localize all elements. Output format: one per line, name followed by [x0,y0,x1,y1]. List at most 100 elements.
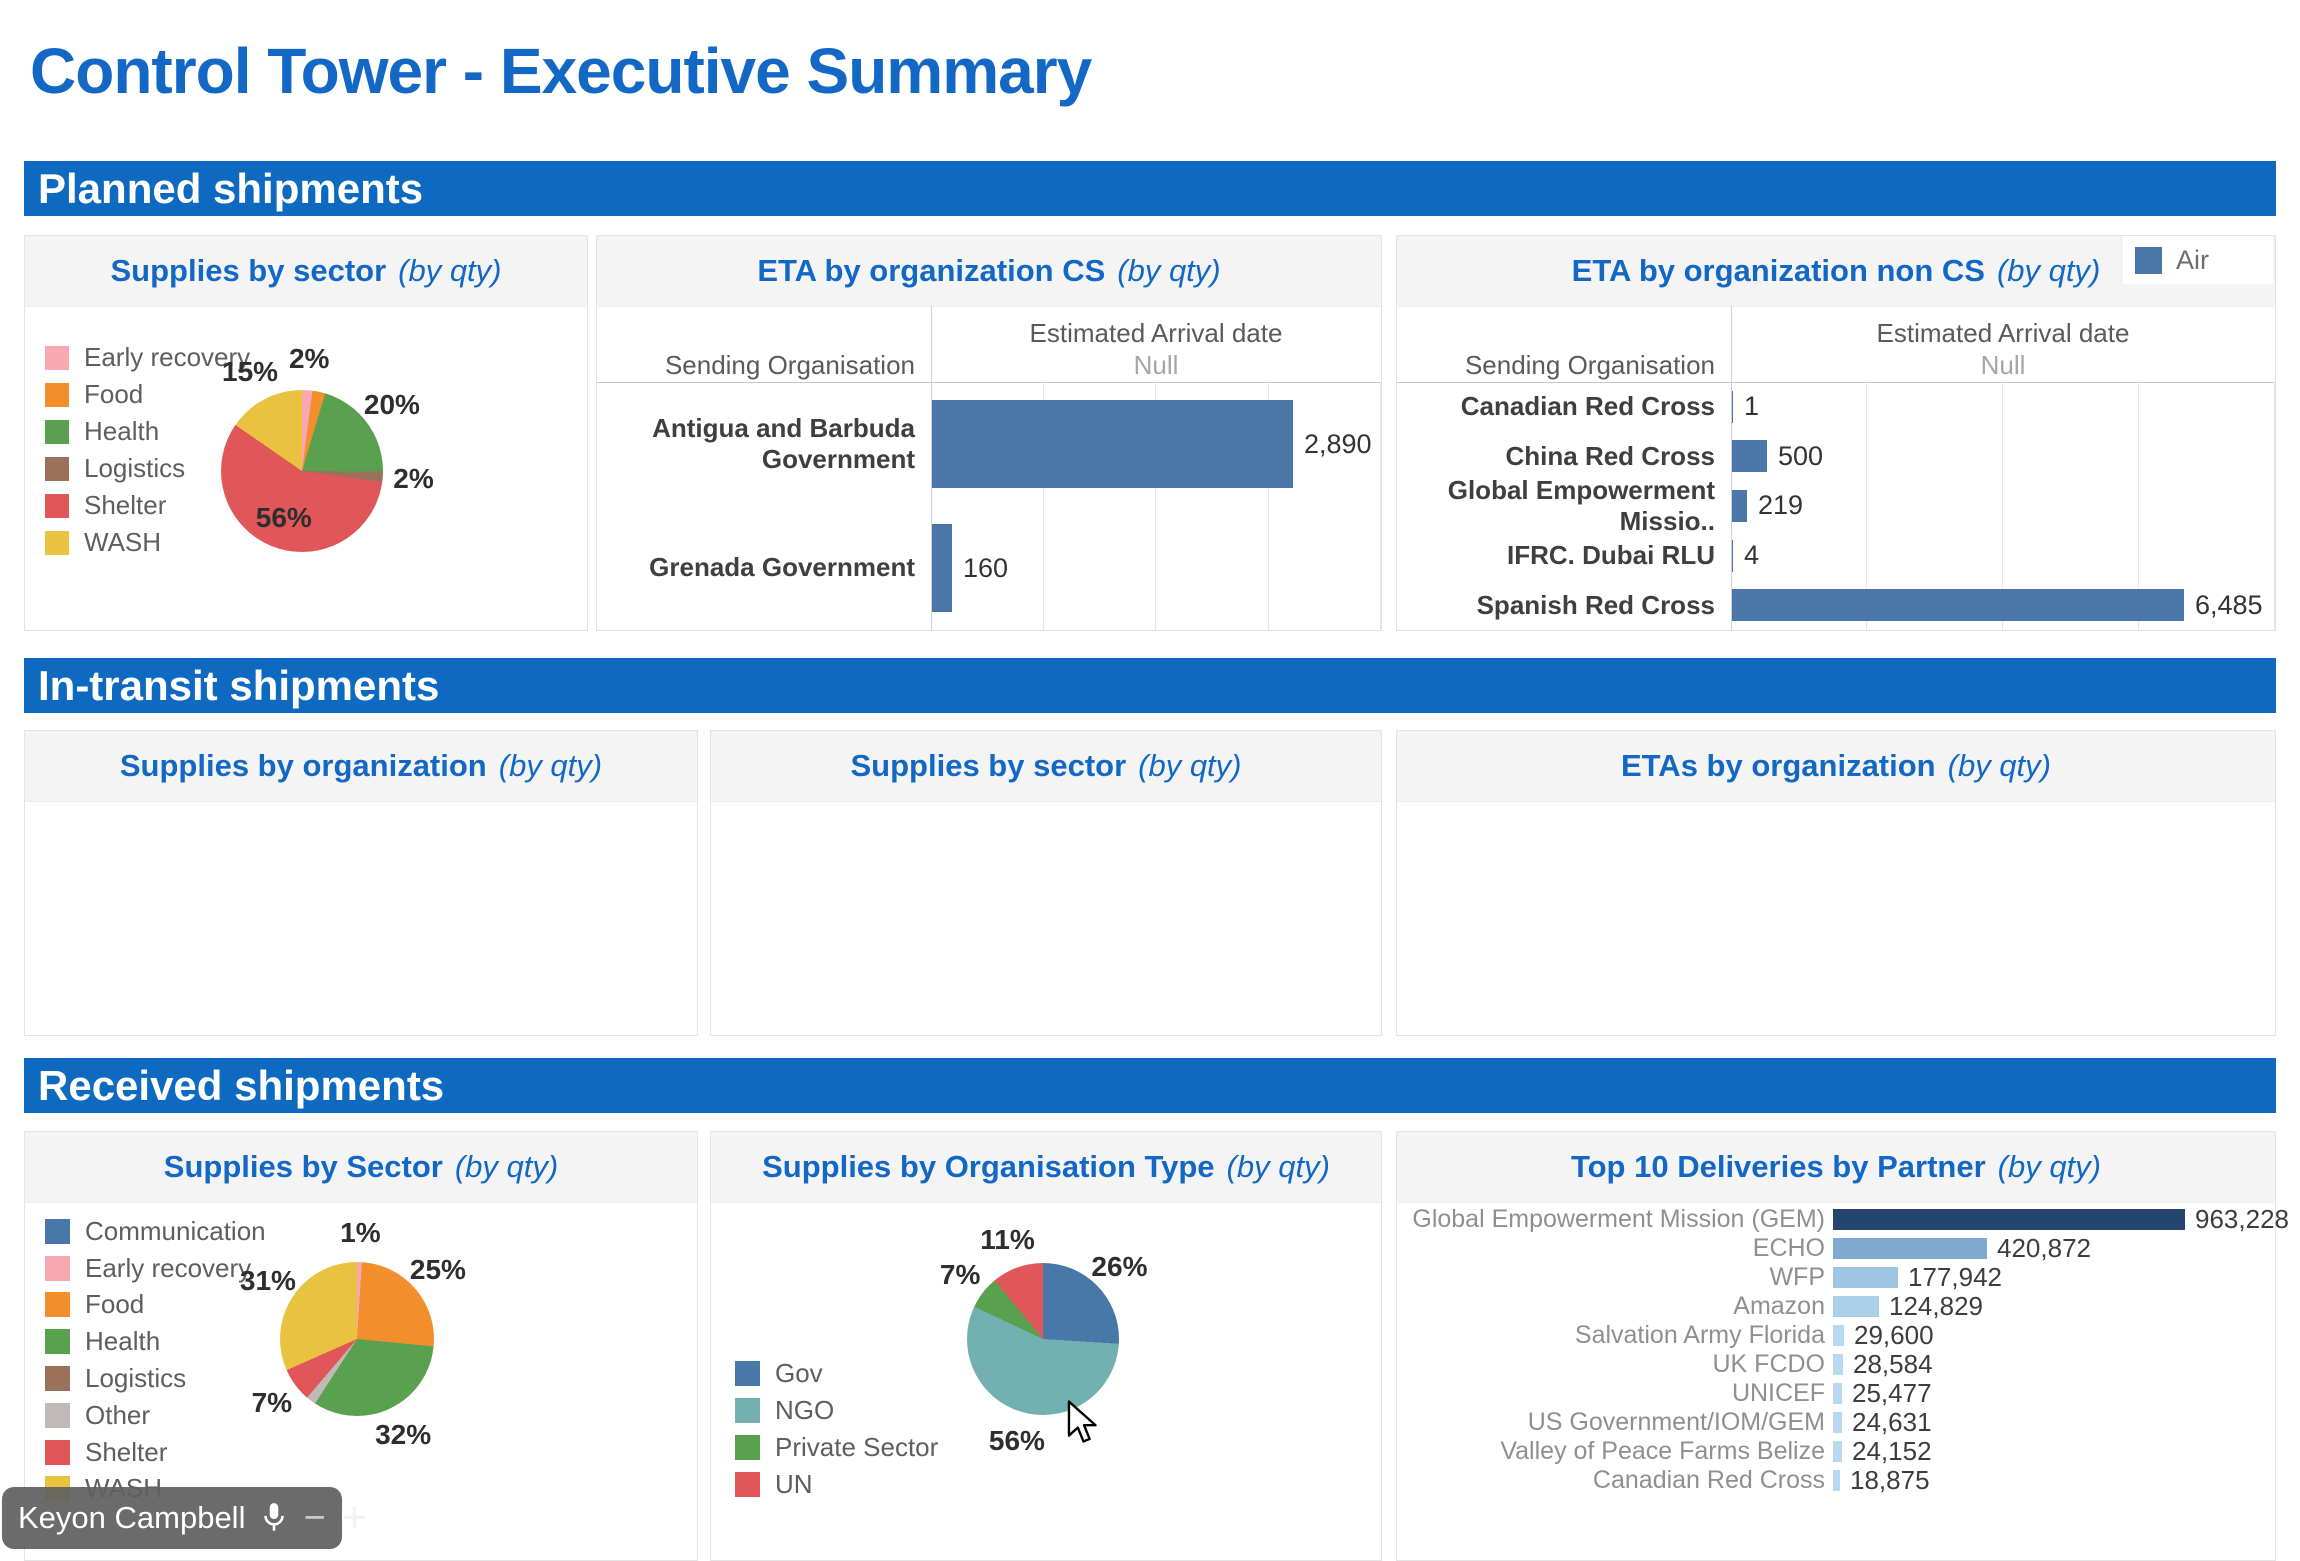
bar-china-red-cross[interactable] [1732,440,1767,473]
bar-valley-of-peace-farms-belize[interactable] [1833,1441,1842,1462]
legend-swatch [735,1398,760,1423]
section-banner-received: Received shipments [24,1058,2276,1113]
legend-label: Communication [85,1215,266,1246]
legend-swatch [735,1472,760,1497]
bar-canadian-red-cross[interactable] [1732,390,1733,423]
bar-label-us-government-iom-gem: US Government/IOM/GEM [1527,1408,1825,1436]
chart-area-empty [1397,801,2275,1035]
legend-item-communication[interactable]: Communication [45,1213,266,1250]
bar-uk-fcdo[interactable] [1833,1354,1843,1375]
air-legend-label[interactable]: Air [2176,244,2209,275]
legend-swatch [735,1361,760,1386]
legend-label: Food [85,1289,145,1320]
panel-title: Supplies by Sector (by qty) [25,1132,697,1203]
legend-item-health[interactable]: Health [45,1323,266,1360]
bar-label-echo: ECHO [1752,1234,1825,1262]
legend-item-food[interactable]: Food [45,1287,266,1324]
bar-us-government-iom-gem[interactable] [1833,1412,1842,1433]
bar-value-unicef: 25,477 [1852,1378,1932,1408]
legend-item-early-recovery[interactable]: Early recovery [45,1250,266,1287]
pie-pct-label-logistics: 2% [393,463,434,495]
legend-swatch [45,1255,70,1281]
row-column-header: Sending Organisation [664,350,915,380]
pie-received-supplies-by-sector[interactable] [280,1262,434,1416]
legend-label: Shelter [84,490,167,520]
chart-title: Supplies by organization [119,748,487,783]
legend-item-gov[interactable]: Gov [735,1355,938,1392]
panel-planned-supplies-by-sector: Supplies by sector (by qty) Early recove… [24,235,588,631]
bar-value-salvation-army-florida: 29,600 [1854,1320,1934,1350]
legend-item-food[interactable]: Food [45,376,250,413]
legend-item-wash[interactable]: WASH [45,524,250,561]
screen-share-overlay: Keyon Campbell − + [2,1487,367,1549]
legend-item-shelter[interactable]: Shelter [45,487,250,524]
value-column-header: Estimated Arrival date [1876,318,2130,348]
bar-label-global-empowerment-mission-gem: Global Empowerment Mission (GEM) [1412,1205,1825,1233]
legend-label: Gov [775,1358,823,1388]
legend-item-logistics[interactable]: Logistics [45,450,250,487]
chart-title-suffix: (by qty) [1138,748,1242,783]
chart-legend: Gov NGO Private Sector UN [735,1355,938,1503]
bar-amazon[interactable] [1833,1296,1879,1317]
bar-label-wfp: WFP [1769,1263,1825,1291]
value-column-subheader: Null [1980,350,2026,380]
pie-pct-label-shelter: 7% [251,1386,293,1418]
pie-pct-label-gov: 26% [1091,1251,1148,1283]
microphone-icon[interactable] [261,1501,287,1535]
chart-title-suffix: (by qty) [1226,1149,1330,1184]
legend-swatch [45,1402,70,1428]
bar-label-valley-of-peace-farms-belize: Valley of Peace Farms Belize [1500,1437,1825,1465]
legend-item-shelter[interactable]: Shelter [45,1434,266,1471]
legend-item-other[interactable]: Other [45,1397,266,1434]
bar-wfp[interactable] [1833,1267,1898,1288]
bar-value-global-empowerment-missio: 219 [1758,490,1804,521]
legend-item-logistics[interactable]: Logistics [45,1360,266,1397]
legend-swatch [45,419,69,444]
color-legend: Air [2123,236,2273,284]
legend-label: UN [775,1469,813,1499]
bar-global-empowerment-mission-gem[interactable] [1833,1209,2185,1230]
chart-title-suffix: (by qty) [498,748,603,783]
bar-salvation-army-florida[interactable] [1833,1325,1844,1346]
bar-echo[interactable] [1833,1238,1987,1259]
legend-item-health[interactable]: Health [45,413,250,450]
chart-area: Estimated Arrival date Null Sending Organi… [1397,306,2275,630]
bar-value-grenada-government: 160 [963,552,1009,583]
chart-title-suffix: (by qty) [1997,1149,2101,1184]
legend-swatch [735,1435,760,1460]
pie-received-supplies-by-organisation-type[interactable] [967,1263,1119,1415]
legend-item-private-sector[interactable]: Private Sector [735,1429,938,1466]
chart-title: Top 10 Deliveries by Partner [1570,1149,1986,1184]
legend-item-ngo[interactable]: NGO [735,1392,938,1429]
column-separator [1731,306,1732,630]
row-column-header: Sending Organisation [1464,350,1715,380]
chart-title: Supplies by Sector [163,1149,443,1184]
pie-pct-label-private-sector: 7% [939,1258,981,1290]
bar-canadian-red-cross[interactable] [1833,1470,1840,1491]
bar-value-canadian-red-cross: 1 [1744,391,1760,422]
legend-item-un[interactable]: UN [735,1466,938,1503]
bar-label-amazon: Amazon [1733,1292,1825,1320]
legend-label: Early recovery [84,342,251,372]
legend-item-early-recovery[interactable]: Early recovery [45,339,250,376]
bar-ifrc-dubai-rlu[interactable] [1732,539,1733,572]
pie-planned-supplies-by-sector[interactable] [221,390,383,552]
bar-value-valley-of-peace-farms-belize: 24,152 [1852,1436,1932,1466]
bar-label-salvation-army-florida: Salvation Army Florida [1574,1321,1825,1349]
bar-global-empowerment-missio[interactable] [1732,490,1747,522]
bar-unicef[interactable] [1833,1383,1842,1404]
bar-spanish-red-cross[interactable] [1732,589,2184,622]
panel-top10-deliveries-by-partner: Top 10 Deliveries by Partner (by qty) Gl… [1396,1131,2289,1561]
pie-pct-label-early-recovery: 2% [288,343,330,375]
panel-title: Supplies by sector (by qty) [25,236,587,307]
chart-area: Global Empowerment Mission (GEM) 963,228 E… [1397,1202,2289,1560]
bar-antigua-and-barbuda-government[interactable] [932,400,1293,488]
bar-value-china-red-cross: 500 [1778,440,1824,471]
row-label-antigua-and-barbuda-government: Antigua and Barbuda Government [652,412,915,474]
pie-pct-label-wash: 15% [222,356,279,388]
pie-pct-label-health: 20% [363,388,420,420]
bar-grenada-government[interactable] [932,524,952,612]
row-label-canadian-red-cross: Canadian Red Cross [1460,391,1715,422]
value-column-header: Estimated Arrival date [1029,318,1283,348]
chart-title: ETAs by organization [1621,748,1936,783]
